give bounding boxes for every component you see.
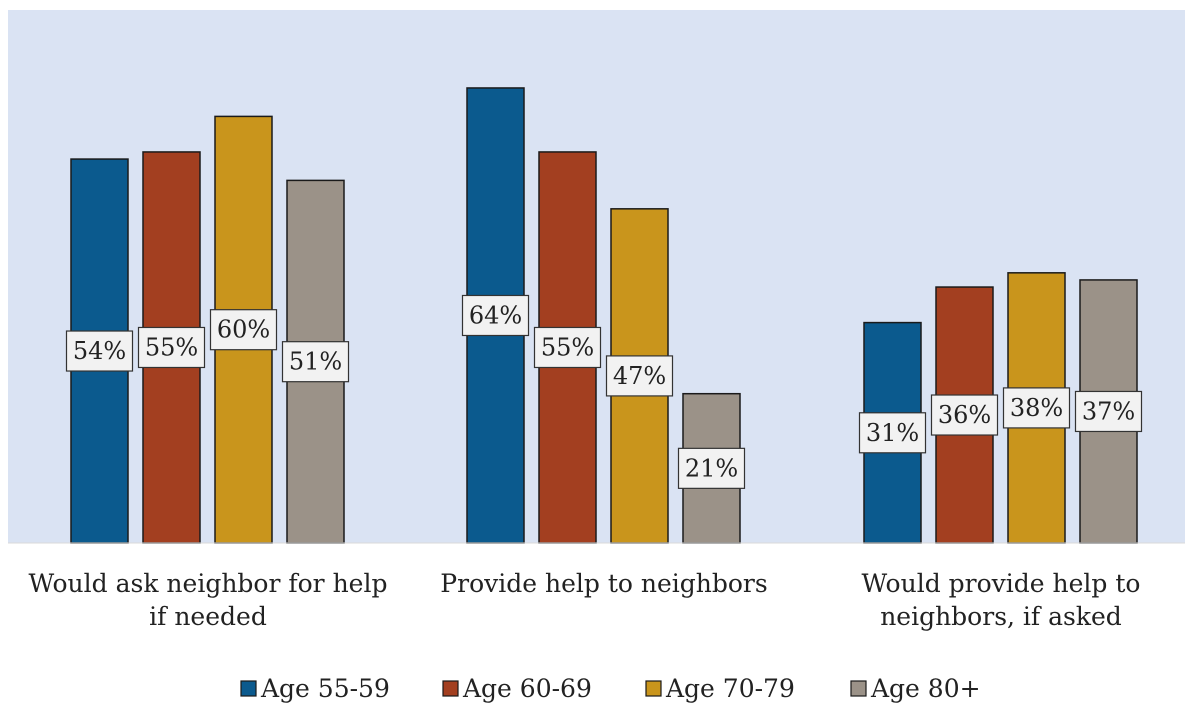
data-label-text: 55% — [541, 333, 594, 361]
legend-item-age-70-79: Age 70-79 — [645, 674, 795, 703]
data-label-text: 38% — [1010, 394, 1063, 422]
legend-label: Age 80+ — [870, 674, 981, 703]
data-label-text: 64% — [469, 301, 522, 329]
data-label-box — [1002, 387, 1071, 429]
legend-swatch — [645, 680, 662, 697]
data-label-text: 37% — [1082, 397, 1135, 425]
data-label-text: 55% — [145, 333, 198, 361]
data-label-text: 47% — [613, 362, 666, 390]
data-label-text: 31% — [866, 419, 919, 447]
data-label-box — [209, 309, 278, 351]
legend-item-age-80-: Age 80+ — [850, 674, 981, 703]
category-label-2: Provide help to neighbors — [440, 569, 767, 598]
data-label-age-55-59-cat2: 64% — [461, 294, 530, 337]
category-labels-layer: Would ask neighbor for help if needed Prov… — [29, 569, 1141, 631]
data-label-age-70-79-cat2: 47% — [605, 355, 674, 397]
legend-item-age-60-69: Age 60-69 — [442, 674, 592, 703]
data-label-age-55-59-cat1: 54% — [65, 330, 134, 372]
data-label-box — [461, 294, 530, 337]
data-label-box — [677, 447, 746, 489]
data-label-age-80--cat2: 21% — [677, 447, 746, 489]
legend: Age 55-59 Age 60-69 Age 70-79 Age 80+ — [240, 674, 981, 703]
data-label-box — [533, 326, 602, 369]
data-label-age-60-69-cat3: 36% — [930, 394, 999, 436]
legend-swatch — [442, 680, 459, 697]
data-label-age-70-79-cat1: 60% — [209, 309, 278, 351]
category-label-1: Would ask neighbor for help if needed — [29, 569, 388, 631]
data-label-text: 36% — [938, 401, 991, 429]
data-label-box — [930, 394, 999, 436]
legend-label: Age 60-69 — [462, 674, 592, 703]
data-label-age-55-59-cat3: 31% — [858, 412, 927, 454]
data-label-text: 54% — [73, 337, 126, 365]
legend-label: Age 70-79 — [665, 674, 795, 703]
data-label-box — [281, 341, 350, 383]
data-label-text: 51% — [289, 348, 342, 376]
data-label-age-60-69-cat1: 55% — [137, 326, 206, 369]
data-label-age-80--cat1: 51% — [281, 341, 350, 383]
data-label-age-70-79-cat3: 38% — [1002, 387, 1071, 429]
legend-item-age-55-59: Age 55-59 — [240, 674, 390, 703]
data-label-box — [65, 330, 134, 372]
data-label-box — [137, 326, 206, 369]
legend-swatch — [240, 680, 257, 697]
category-label-3: Would provide help to neighbors, if asked — [862, 569, 1141, 631]
data-labels-layer: 54% 64% 31% 55% 55% 36% 60% 47% 38% 51% 21% 37% — [65, 294, 1143, 489]
data-label-age-60-69-cat2: 55% — [533, 326, 602, 369]
data-label-age-80--cat3: 37% — [1074, 390, 1143, 433]
data-label-text: 21% — [685, 454, 738, 482]
data-label-box — [1074, 390, 1143, 433]
legend-swatch — [850, 680, 867, 697]
data-label-text: 60% — [217, 316, 270, 344]
legend-label: Age 55-59 — [260, 674, 390, 703]
data-label-box — [858, 412, 927, 454]
data-label-box — [605, 355, 674, 397]
